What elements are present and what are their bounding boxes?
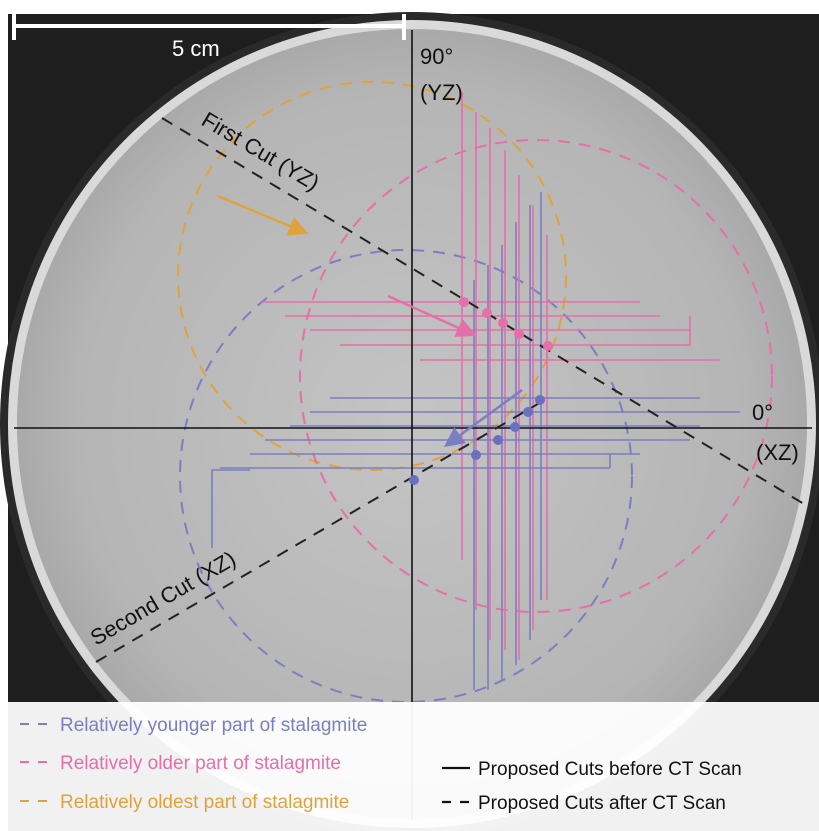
horizontal-axis-angle: 0° — [752, 400, 773, 425]
horizontal-axis-plane: (XZ) — [756, 440, 799, 465]
younger-sample-points — [409, 395, 545, 485]
older-arrow — [387, 294, 477, 337]
scale-bar-label: 5 cm — [172, 36, 220, 61]
second-cut-line — [95, 397, 549, 663]
younger-arrow — [443, 388, 523, 447]
older-cut-grid — [262, 92, 720, 660]
oldest-circle — [177, 81, 567, 471]
legend-dashed-label: Proposed Cuts after CT Scan — [478, 793, 726, 814]
scale-bar — [12, 14, 406, 40]
younger-circle — [179, 249, 633, 703]
legend-solid-label: Proposed Cuts before CT Scan — [478, 759, 742, 780]
older-circle — [299, 139, 773, 613]
legend-oldest-label: Relatively oldest part of stalagmite — [60, 792, 349, 813]
legend: Relatively younger part of stalagmite Re… — [8, 702, 819, 831]
vertical-axis-plane: (YZ) — [420, 80, 463, 105]
oldest-arrow — [217, 194, 309, 236]
legend-younger-label: Relatively younger part of stalagmite — [60, 715, 367, 736]
vertical-axis-angle: 90° — [420, 44, 453, 69]
older-sample-points — [459, 297, 553, 351]
legend-older-label: Relatively older part of stalagmite — [60, 753, 341, 774]
